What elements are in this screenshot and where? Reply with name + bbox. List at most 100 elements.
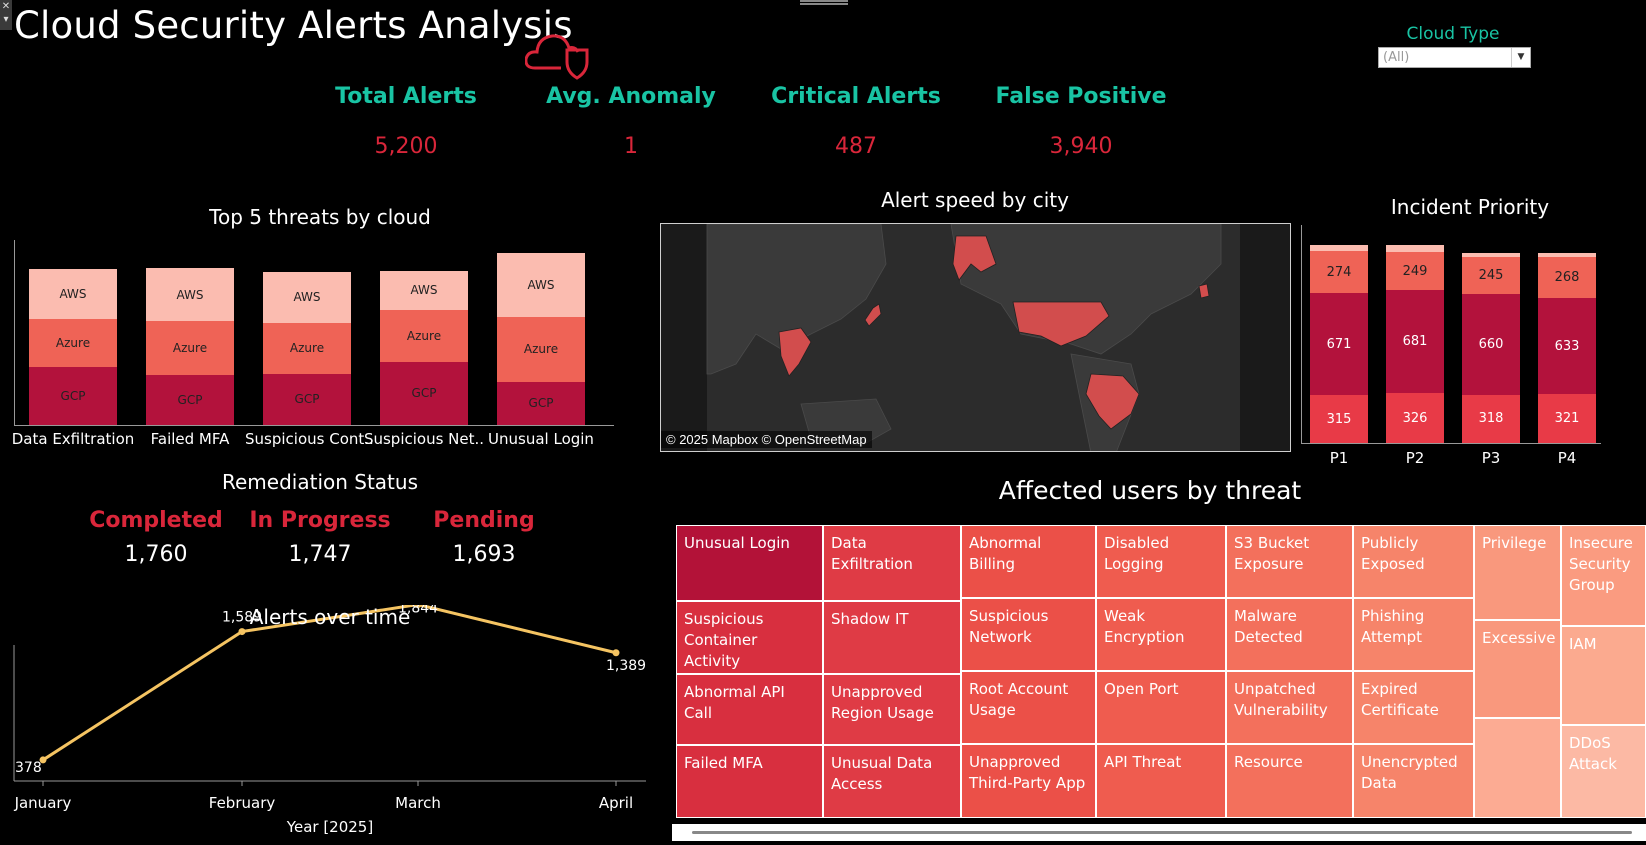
- treemap-cell-disabled-logging[interactable]: Disabled Logging: [1096, 525, 1226, 598]
- treemap-cell-data-exfiltration[interactable]: Data Exfiltration: [823, 525, 961, 601]
- priority-bar-segment[interactable]: 671: [1310, 293, 1368, 396]
- threat-bar-gcp[interactable]: GCP: [29, 366, 117, 425]
- priority-bar-segment[interactable]: 318: [1462, 394, 1520, 443]
- alerts-point[interactable]: [39, 756, 47, 764]
- threat-bar-azure[interactable]: Azure: [380, 309, 468, 362]
- kpi-total-alerts-value: 5,200: [374, 134, 438, 159]
- threat-bar-azure[interactable]: Azure: [263, 322, 351, 374]
- threat-bar-aws[interactable]: AWS: [380, 270, 468, 310]
- priority-bar-segment[interactable]: 633: [1538, 297, 1596, 395]
- priority-bar-segment[interactable]: [1538, 252, 1596, 258]
- treemap-cell-unapproved-third-party-app[interactable]: Unapproved Third-Party App: [961, 744, 1096, 818]
- treemap-cell-suspicious-container-activity[interactable]: Suspicious Container Activity: [676, 601, 823, 674]
- alerts-data-label: 1,389: [606, 658, 646, 674]
- alerts-line[interactable]: [42, 603, 617, 762]
- priority-bar-segment[interactable]: 681: [1386, 289, 1444, 394]
- treemap-cell-publicly-exposed[interactable]: Publicly Exposed: [1353, 525, 1474, 598]
- treemap-cell-iam[interactable]: IAM: [1561, 626, 1646, 725]
- threats-by-cloud-chart[interactable]: GCP Azure AWS Data Exfiltration GCP Azure AWS F…: [0, 230, 640, 450]
- treemap-cell-unlabeled[interactable]: [1474, 718, 1561, 818]
- dashboard-title: Cloud Security Alerts Analysis: [14, 4, 573, 47]
- map-region-uk[interactable]: [1198, 283, 1210, 299]
- treemap-cell-resource[interactable]: Resource: [1226, 744, 1353, 818]
- treemap-cell-insecure-security-group[interactable]: Insecure Security Group: [1561, 525, 1646, 626]
- month-label: January: [14, 794, 72, 812]
- line-x-axis-title: Year [2025]: [286, 818, 373, 836]
- priority-bar-segment[interactable]: 315: [1310, 395, 1368, 443]
- treemap-cell-phishing-attempt[interactable]: Phishing Attempt: [1353, 598, 1474, 671]
- treemap-cell-expired-certificate[interactable]: Expired Certificate: [1353, 671, 1474, 744]
- threat-bar-azure[interactable]: Azure: [29, 319, 117, 367]
- treemap-cell-abnormal-billing[interactable]: Abnormal Billing: [961, 525, 1096, 598]
- priority-bar-segment[interactable]: 245: [1462, 257, 1520, 295]
- cloud-type-dropdown[interactable]: (All) ▼: [1378, 47, 1531, 68]
- treemap-cell-shadow-it[interactable]: Shadow IT: [823, 601, 961, 674]
- map-region-brazil[interactable]: [1085, 373, 1140, 430]
- threat-bar-aws[interactable]: AWS: [146, 268, 234, 321]
- priority-bar-segment[interactable]: 321: [1538, 394, 1596, 443]
- priority-bar-segment[interactable]: 274: [1310, 251, 1368, 294]
- threat-bar-azure[interactable]: Azure: [146, 321, 234, 376]
- treemap-cell-unapproved-region-usage[interactable]: Unapproved Region Usage: [823, 674, 961, 745]
- threat-bar-gcp[interactable]: GCP: [263, 373, 351, 425]
- kpi-false-positive-value: 3,940: [1049, 134, 1113, 159]
- threat-bar-gcp[interactable]: GCP: [497, 381, 585, 425]
- threat-bar-azure[interactable]: Azure: [497, 317, 585, 382]
- treemap-cell-excessive[interactable]: Excessive: [1474, 620, 1561, 718]
- kpi-avg-anomaly-value: 1: [624, 134, 638, 159]
- treemap-cell-failed-mfa[interactable]: Failed MFA: [676, 745, 823, 818]
- treemap-cell-unencrypted-data[interactable]: Unencrypted Data: [1353, 744, 1474, 818]
- priority-bar-segment[interactable]: 268: [1538, 257, 1596, 298]
- map-region-japan[interactable]: [864, 303, 882, 327]
- horizontal-scrollbar[interactable]: [672, 824, 1646, 841]
- treemap-cell-unusual-data-access[interactable]: Unusual Data Access: [823, 745, 961, 818]
- kpi-critical-alerts-label: Critical Alerts: [771, 84, 941, 109]
- map-region-india[interactable]: [778, 327, 812, 377]
- treemap-cell-unpatched-vulnerability[interactable]: Unpatched Vulnerability: [1226, 671, 1353, 744]
- priority-bar-segment[interactable]: 326: [1386, 393, 1444, 443]
- affected-users-treemap[interactable]: Unusual Login Suspicious Container Activi…: [676, 525, 1646, 818]
- map-attribution: © 2025 Mapbox © OpenStreetMap: [661, 431, 872, 448]
- alerts-point[interactable]: [612, 649, 620, 657]
- alerts-over-time-chart[interactable]: 378 January 1,589 February 1,844 March 1,389 Ap…: [0, 601, 660, 841]
- map-region-alaska[interactable]: [952, 235, 997, 281]
- treemap-cell-s3-bucket-exposure[interactable]: S3 Bucket Exposure: [1226, 525, 1353, 598]
- alert-speed-map[interactable]: © 2025 Mapbox © OpenStreetMap: [660, 223, 1291, 452]
- threat-bar-gcp[interactable]: GCP: [380, 361, 468, 425]
- threat-bar-aws[interactable]: AWS: [29, 269, 117, 320]
- treemap-cell-suspicious-network[interactable]: Suspicious Network: [961, 598, 1096, 671]
- threat-bar-gcp[interactable]: GCP: [146, 375, 234, 425]
- priority-bar-segment[interactable]: [1310, 244, 1368, 252]
- priority-bar-segment[interactable]: [1462, 252, 1520, 258]
- treemap-cell-unusual-login[interactable]: Unusual Login: [676, 525, 823, 601]
- treemap-cell-privilege[interactable]: Privilege: [1474, 525, 1561, 620]
- treemap-cell-malware-detected[interactable]: Malware Detected: [1226, 598, 1353, 671]
- drag-handle[interactable]: [800, 0, 848, 5]
- collapse-toggle-icon[interactable]: ✕ ▾: [0, 0, 12, 30]
- scrollbar-thumb[interactable]: [692, 831, 1632, 834]
- treemap-cell-open-port[interactable]: Open Port: [1096, 671, 1226, 744]
- map-region-usa[interactable]: [1012, 301, 1110, 347]
- priority-x-axis: [1301, 443, 1601, 444]
- map-title: Alert speed by city: [881, 188, 1069, 212]
- remediation-pending-value: 1,693: [452, 542, 516, 567]
- chevron-down-icon[interactable]: ▼: [1511, 48, 1530, 67]
- threat-category-label: Data Exfiltration: [11, 430, 135, 448]
- priority-bar-segment[interactable]: 660: [1462, 294, 1520, 395]
- treemap-cell-abnormal-api-call[interactable]: Abnormal API Call: [676, 674, 823, 745]
- threats-y-axis: [14, 240, 15, 426]
- treemap-cell-ddos-attack[interactable]: DDoS Attack: [1561, 725, 1646, 818]
- kpi-total-alerts-label: Total Alerts: [335, 84, 477, 109]
- threats-chart-title: Top 5 threats by cloud: [209, 205, 431, 229]
- threat-bar-aws[interactable]: AWS: [263, 272, 351, 323]
- priority-bar-segment[interactable]: 249: [1386, 252, 1444, 290]
- threat-category-label: Unusual Login: [488, 430, 594, 448]
- treemap-cell-root-account-usage[interactable]: Root Account Usage: [961, 671, 1096, 744]
- treemap-cell-api-threat[interactable]: API Threat: [1096, 744, 1226, 818]
- treemap-cell-weak-encryption[interactable]: Weak Encryption: [1096, 598, 1226, 671]
- threat-bar-aws[interactable]: AWS: [497, 253, 585, 317]
- remediation-pending-label: Pending: [433, 508, 535, 533]
- alerts-point[interactable]: [238, 628, 246, 636]
- incident-priority-chart[interactable]: 315 671 274 P1 326 681 249 P2 318 660 245 P3 321 633 2…: [1300, 225, 1640, 475]
- priority-bar-segment[interactable]: [1386, 245, 1444, 253]
